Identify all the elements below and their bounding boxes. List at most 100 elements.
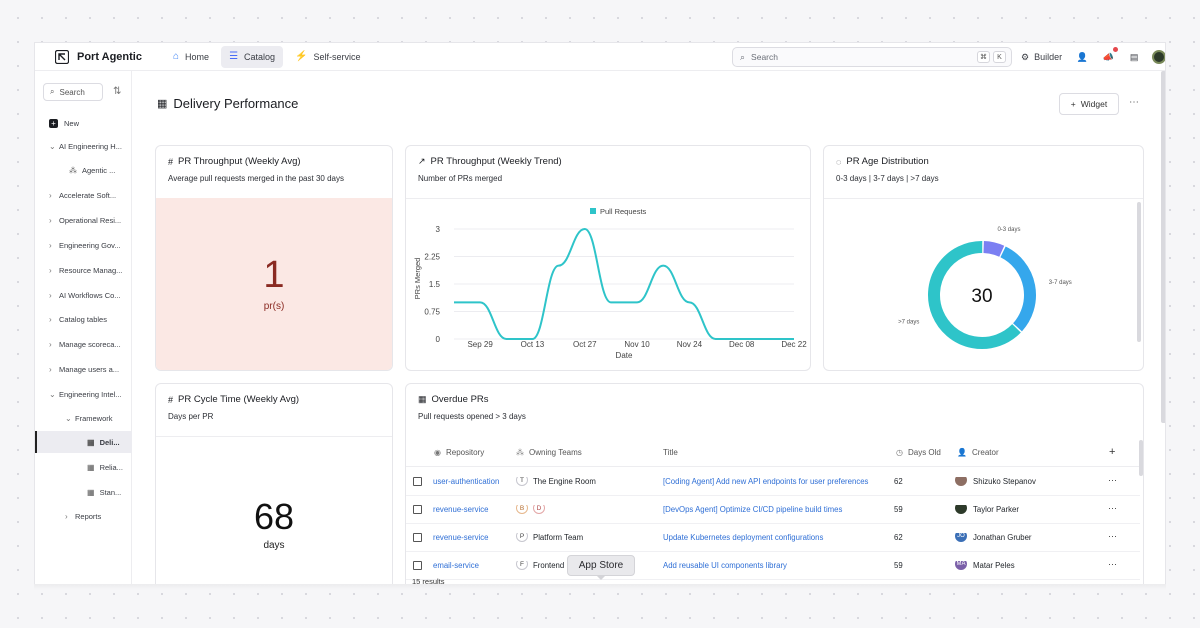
- card-pr-throughput-trend: ↗ PR Throughput (Weekly Trend) Number of…: [405, 145, 811, 371]
- pr-title-link[interactable]: [DevOps Agent] Optimize CI/CD pipeline b…: [663, 505, 843, 514]
- pr-title-link[interactable]: Update Kubernetes deployment configurati…: [663, 533, 824, 542]
- sidebar-item-label: Framework: [75, 413, 113, 423]
- sidebar-item-label: Manage scoreca...: [59, 339, 121, 349]
- sidebar-item-ai-engineering[interactable]: ⌄ AI Engineering H...: [35, 135, 132, 157]
- hash-icon: #: [168, 156, 174, 167]
- row-more-icon[interactable]: ⋯: [1108, 559, 1117, 569]
- sidebar-item-engineering-gov[interactable]: › Engineering Gov...: [35, 234, 132, 256]
- sidebar-item-engineering-intel[interactable]: ⌄ Engineering Intel...: [35, 383, 132, 405]
- column-owning-teams[interactable]: ⁂ Owning Teams: [516, 448, 582, 457]
- card-title-text: PR Throughput (Weekly Trend): [430, 156, 562, 167]
- dashboard-icon: ▦: [87, 487, 95, 497]
- sidebar-item-label: AI Workflows Co...: [59, 290, 121, 300]
- sidebar-item-accelerate[interactable]: › Accelerate Soft...: [35, 184, 132, 206]
- sidebar-item-manage-scorecards[interactable]: › Manage scoreca...: [35, 333, 132, 355]
- owning-teams: P Platform Team: [516, 533, 583, 543]
- sidebar-item-reliability[interactable]: ▦ Relia...: [35, 456, 132, 478]
- y-tick-label: 2.25: [424, 253, 440, 262]
- chevron-right-icon: ›: [49, 215, 52, 225]
- document-icon[interactable]: ▤: [1129, 51, 1139, 62]
- column-days-old[interactable]: ◷ Days Old: [896, 448, 941, 457]
- card-divider: [156, 436, 392, 437]
- page-scrollbar[interactable]: [1161, 71, 1165, 423]
- scrollbar[interactable]: [1139, 440, 1143, 476]
- donut-slice: [1000, 246, 1036, 332]
- pr-title-link[interactable]: [Coding Agent] Add new API endpoints for…: [663, 477, 869, 486]
- sidebar-item-delivery[interactable]: ▦ Deli...: [35, 431, 132, 453]
- more-options-icon[interactable]: ⋯: [1129, 97, 1139, 108]
- sidebar-search-input[interactable]: ⌕ Search: [43, 83, 103, 101]
- github-icon: ◉: [434, 448, 441, 457]
- sidebar-item-label: Engineering Gov...: [59, 240, 121, 250]
- sidebar-item-resource[interactable]: › Resource Manag...: [35, 259, 132, 281]
- sidebar-item-reports[interactable]: › Reports: [35, 505, 132, 527]
- scrollbar[interactable]: [1137, 202, 1141, 342]
- repo-link[interactable]: revenue-service: [433, 533, 489, 542]
- sidebar-item-label: Agentic ...: [82, 165, 116, 175]
- sidebar-new[interactable]: + New: [35, 112, 132, 134]
- add-column-button[interactable]: +: [1109, 446, 1116, 458]
- chevron-right-icon: ›: [49, 240, 52, 250]
- top-right-actions: ⚙ Builder 👤 📣 ▤: [1021, 43, 1165, 71]
- table-row[interactable]: user-authentication T The Engine Room [Co…: [406, 468, 1140, 496]
- sidebar: ⌕ Search ⇅ + New ⌄ AI Engineering H... ⁂…: [35, 71, 132, 587]
- brand[interactable]: Port Agentic: [55, 49, 165, 64]
- column-label: Days Old: [907, 448, 941, 457]
- card-overdue-prs: ▦ Overdue PRs Pull requests opened > 3 d…: [405, 383, 1144, 587]
- tooltip-arrow: [596, 575, 606, 580]
- card-title-text: Overdue PRs: [431, 394, 489, 405]
- x-tick-label: Sep 29: [467, 340, 493, 349]
- donut-slice: [983, 241, 1005, 257]
- global-search-input[interactable]: ⌕ Search ⌘ K: [732, 47, 1012, 67]
- metric-value: 1: [263, 254, 285, 296]
- column-repository[interactable]: ◉ Repository: [434, 448, 484, 457]
- card-title: ◌ PR Age Distribution: [836, 156, 929, 167]
- entity-icon: [413, 533, 422, 542]
- notification-dot: [1113, 47, 1119, 52]
- team-badge: P: [516, 533, 528, 543]
- days-old: 62: [894, 477, 903, 486]
- add-user-icon[interactable]: 👤: [1076, 51, 1088, 62]
- row-more-icon[interactable]: ⋯: [1108, 475, 1117, 485]
- table-row[interactable]: email-service F Frontend Add reusable UI …: [406, 552, 1140, 580]
- brand-name: Port Agentic: [77, 50, 142, 63]
- column-title[interactable]: Title: [663, 448, 678, 457]
- nav-tab-self-service[interactable]: ⚡ Self-service: [287, 46, 368, 68]
- card-title-text: PR Throughput (Weekly Avg): [178, 156, 301, 167]
- table-row[interactable]: revenue-service P Platform Team Update Ku…: [406, 524, 1140, 552]
- collapse-icon[interactable]: ⇅: [113, 86, 122, 97]
- x-tick-label: Dec 22: [781, 340, 807, 349]
- add-widget-label: Widget: [1080, 99, 1108, 109]
- search-icon: ⌕: [50, 87, 55, 96]
- repo-link[interactable]: user-authentication: [433, 477, 500, 486]
- repo-link[interactable]: revenue-service: [433, 505, 489, 514]
- sidebar-item-catalog-tables[interactable]: › Catalog tables: [35, 308, 132, 330]
- add-widget-button[interactable]: + Widget: [1059, 93, 1119, 115]
- sidebar-item-label: Manage users a...: [59, 364, 120, 374]
- sidebar-item-label: Reports: [75, 511, 102, 521]
- port-logo-icon: [55, 49, 69, 64]
- sidebar-item-operational[interactable]: › Operational Resi...: [35, 209, 132, 231]
- sidebar-item-standards[interactable]: ▦ Stan...: [35, 481, 132, 503]
- repo-link[interactable]: email-service: [433, 561, 479, 570]
- card-divider: [406, 198, 810, 199]
- days-old: 59: [894, 561, 903, 570]
- pr-title-link[interactable]: Add reusable UI components library: [663, 561, 787, 570]
- sidebar-item-ai-workflows[interactable]: › AI Workflows Co...: [35, 284, 132, 306]
- column-creator[interactable]: 👤 Creator: [957, 448, 999, 457]
- sidebar-item-manage-users[interactable]: › Manage users a...: [35, 358, 132, 380]
- x-tick-label: Oct 13: [521, 340, 545, 349]
- row-more-icon[interactable]: ⋯: [1108, 503, 1117, 513]
- row-more-icon[interactable]: ⋯: [1108, 531, 1117, 541]
- sidebar-item-agentic[interactable]: ⁂ Agentic ...: [35, 159, 132, 181]
- nav-tab-home[interactable]: ⌂ Home: [165, 46, 217, 68]
- creator: Shizuko Stepanov: [955, 477, 1036, 487]
- user-avatar[interactable]: [1152, 50, 1165, 64]
- nav-tab-catalog[interactable]: ☰ Catalog: [221, 45, 284, 68]
- home-icon: ⌂: [173, 51, 180, 62]
- sidebar-item-framework[interactable]: ⌄ Framework: [35, 407, 132, 429]
- announcement-icon[interactable]: 📣: [1102, 47, 1119, 63]
- nav-tab-label: Self-service: [313, 51, 361, 62]
- builder-button[interactable]: Builder: [1034, 52, 1063, 62]
